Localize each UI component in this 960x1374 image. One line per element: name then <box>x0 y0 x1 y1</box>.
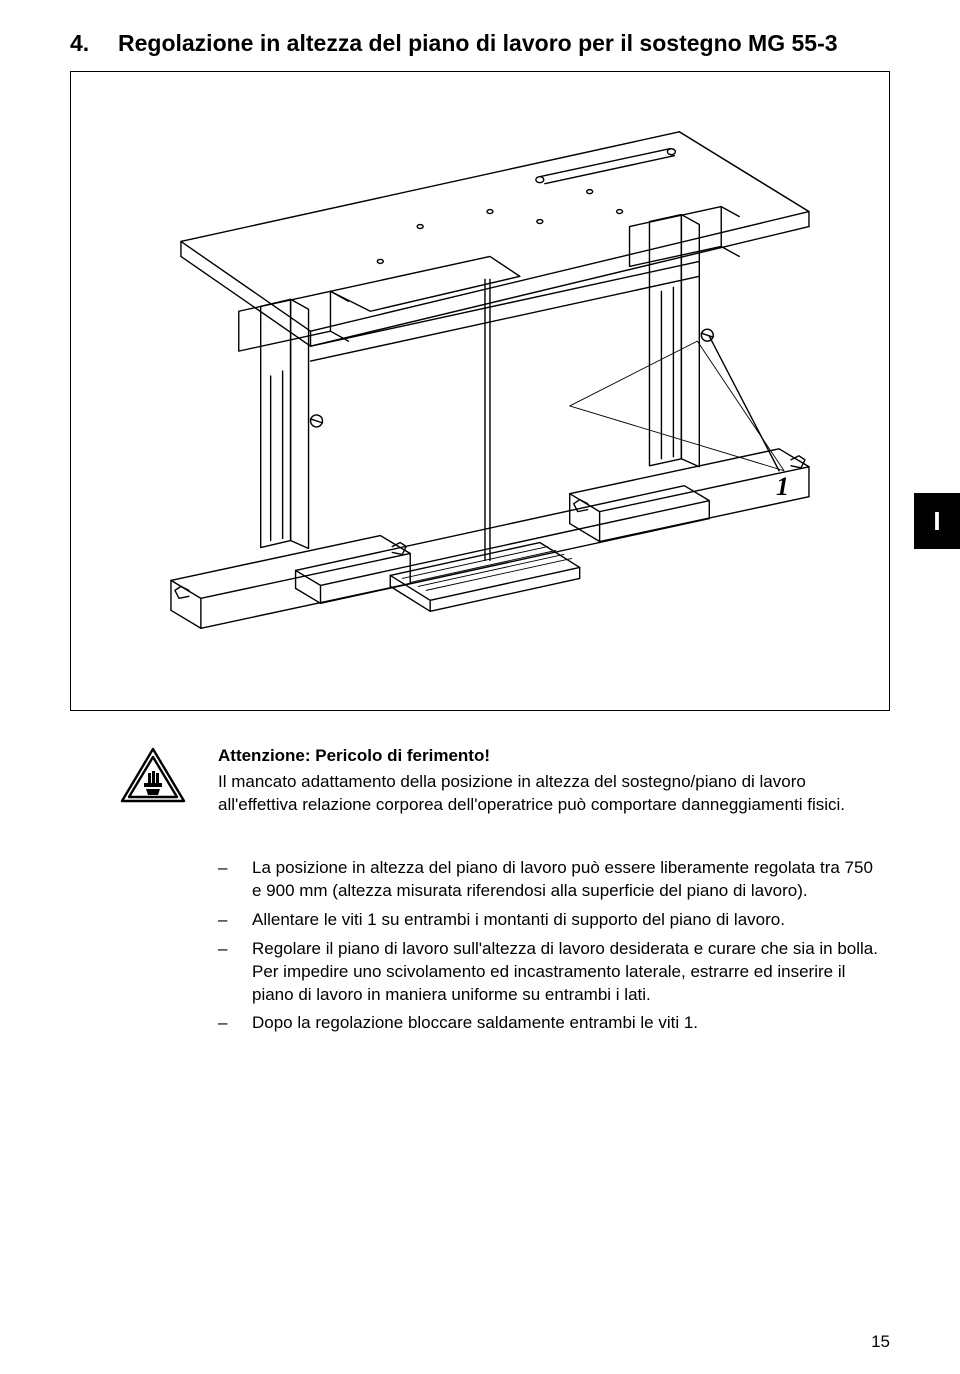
list-item-text: Allentare le viti 1 su entrambi i montan… <box>252 909 785 932</box>
list-item: – Allentare le viti 1 su entrambi i mont… <box>218 909 880 932</box>
list-item: – Dopo la regolazione bloccare saldament… <box>218 1012 880 1035</box>
bullet-marker: – <box>218 938 252 1007</box>
warning-triangle-icon <box>118 745 188 812</box>
list-item-text: Regolare il piano di lavoro sull'altezza… <box>252 938 880 1007</box>
bullet-marker: – <box>218 909 252 932</box>
warning-title: Attenzione: Pericolo di ferimento! <box>218 745 890 768</box>
bullet-marker: – <box>218 857 252 903</box>
language-tab: I <box>914 493 960 549</box>
page-number: 15 <box>871 1332 890 1352</box>
heading-title: Regolazione in altezza del piano di lavo… <box>118 30 838 57</box>
table-stand-diagram <box>71 72 889 710</box>
warning-body: Il mancato adattamento della posizione i… <box>218 771 890 817</box>
warning-block: Attenzione: Pericolo di ferimento! Il ma… <box>118 745 890 817</box>
list-item: – Regolare il piano di lavoro sull'altez… <box>218 938 880 1007</box>
list-item-text: Dopo la regolazione bloccare saldamente … <box>252 1012 698 1035</box>
list-item: – La posizione in altezza del piano di l… <box>218 857 880 903</box>
figure-callout-1: 1 <box>776 472 789 502</box>
instruction-list: – La posizione in altezza del piano di l… <box>218 857 880 1036</box>
list-item-text: La posizione in altezza del piano di lav… <box>252 857 880 903</box>
bullet-marker: – <box>218 1012 252 1035</box>
figure-frame: 1 <box>70 71 890 711</box>
section-heading: 4. Regolazione in altezza del piano di l… <box>70 30 890 57</box>
heading-number: 4. <box>70 30 118 57</box>
